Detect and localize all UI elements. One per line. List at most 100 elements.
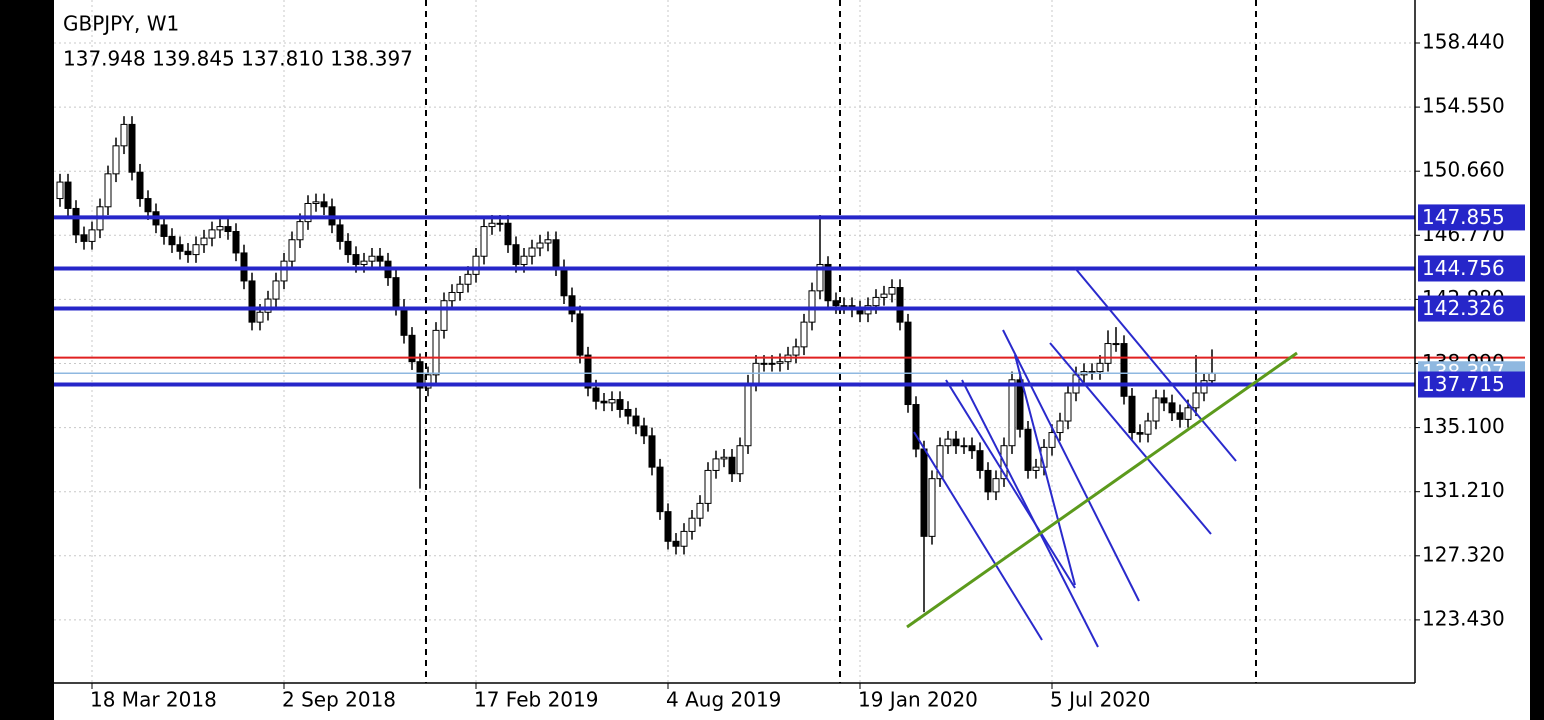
- candle-body: [528, 247, 536, 257]
- candle-body: [224, 226, 232, 233]
- candle-body: [480, 226, 488, 257]
- candle-body: [952, 438, 960, 447]
- candle-body: [616, 399, 624, 410]
- candle-body: [872, 296, 880, 307]
- level-label: 144.756: [1422, 256, 1505, 280]
- candle-body: [1160, 397, 1168, 404]
- level-box: [1418, 371, 1525, 398]
- candle-body: [336, 224, 344, 242]
- x-tick-label: 19 Jan 2020: [858, 688, 978, 712]
- candle-body: [1112, 343, 1120, 346]
- candle-body: [208, 229, 216, 239]
- candle-body: [928, 478, 936, 537]
- candle-body: [256, 311, 264, 323]
- candle-body: [688, 517, 696, 532]
- x-tick-label: 17 Feb 2019: [474, 688, 598, 712]
- candle-body: [632, 415, 640, 427]
- ohlc-info: 137.948 139.845 137.810 138.397: [63, 47, 413, 71]
- candle-body: [936, 445, 944, 480]
- candle-body: [464, 273, 472, 285]
- chart-background: [54, 0, 1530, 720]
- candle-body: [744, 382, 752, 447]
- candle-body: [64, 181, 72, 209]
- candle-body: [440, 300, 448, 331]
- candle-body: [472, 255, 480, 275]
- candle-body: [568, 295, 576, 315]
- candle-body: [128, 123, 136, 173]
- candle-body: [176, 244, 184, 252]
- candle-body: [944, 438, 952, 447]
- trend-lines: [906, 267, 1298, 648]
- trend-line: [1049, 342, 1212, 535]
- candle-body: [88, 229, 96, 242]
- candle-body: [720, 456, 728, 460]
- candle-body: [648, 435, 656, 468]
- y-tick-label: 123.430: [1422, 606, 1505, 630]
- level-box: [1418, 204, 1525, 231]
- candle-body: [1088, 371, 1096, 374]
- candle-body: [1032, 466, 1040, 471]
- level-box: [1418, 295, 1525, 322]
- candle-body: [816, 263, 824, 292]
- candle-body: [392, 277, 400, 308]
- candle-body: [456, 283, 464, 293]
- candle-body: [696, 502, 704, 519]
- candle-body: [312, 201, 320, 204]
- level-box: [1418, 255, 1525, 282]
- candle-body: [1120, 343, 1128, 397]
- candle-body: [536, 242, 544, 249]
- trend-line: [913, 431, 1043, 641]
- candle-body: [1024, 428, 1032, 471]
- candle-body: [360, 260, 368, 265]
- x-tick-label: 18 Mar 2018: [90, 688, 217, 712]
- candle-body: [400, 306, 408, 336]
- candle-body: [496, 222, 504, 225]
- candle-body: [1184, 407, 1192, 420]
- trend-line: [1074, 267, 1237, 462]
- candle-body: [880, 293, 888, 298]
- candle-body: [368, 255, 376, 262]
- candle-body: [544, 239, 552, 244]
- candle-body: [768, 362, 776, 365]
- candle-body: [216, 226, 224, 231]
- candle-body: [576, 313, 584, 356]
- candle-body: [672, 540, 680, 547]
- candle-body: [352, 254, 360, 265]
- candle-body: [264, 298, 272, 313]
- candle-body: [984, 469, 992, 493]
- x-tick-label: 2 Sep 2018: [282, 688, 396, 712]
- candle-body: [1152, 397, 1160, 422]
- x-tick-label: 5 Jul 2020: [1050, 688, 1150, 712]
- candle-body: [488, 222, 496, 228]
- candle-body: [408, 334, 416, 363]
- y-tick-label: 131.210: [1422, 478, 1505, 502]
- candle-body: [112, 145, 120, 175]
- period-separators: [425, 0, 1257, 683]
- candle-body: [1064, 392, 1072, 422]
- candle-body: [1168, 402, 1176, 414]
- candle-body: [824, 263, 832, 302]
- y-tick-label: 154.550: [1422, 94, 1505, 118]
- candle-body: [80, 234, 88, 242]
- candle-body: [1176, 412, 1184, 420]
- candle-body: [144, 198, 152, 213]
- candle-body: [600, 400, 608, 404]
- grid: [54, 0, 1415, 683]
- candle-body: [992, 478, 1000, 493]
- candle-body: [424, 374, 432, 389]
- candle-body: [896, 287, 904, 323]
- candle-body: [640, 425, 648, 437]
- candle-body: [728, 456, 736, 475]
- candle-body: [248, 280, 256, 323]
- candle-body: [120, 123, 128, 147]
- candle-body: [232, 231, 240, 254]
- candle-body: [72, 207, 80, 236]
- y-tick-label: 127.320: [1422, 542, 1505, 566]
- candle-body: [912, 404, 920, 450]
- candle-body: [376, 255, 384, 262]
- candle-body: [1200, 380, 1208, 394]
- candle-body: [704, 469, 712, 504]
- trend-line: [906, 351, 1298, 629]
